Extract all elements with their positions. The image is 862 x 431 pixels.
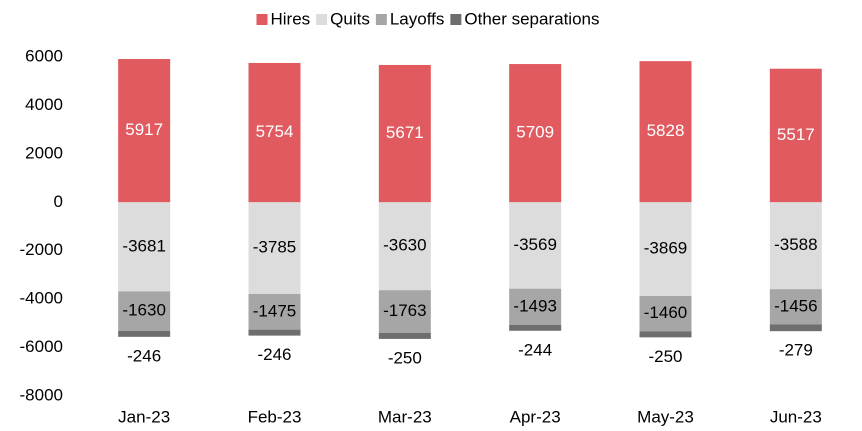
bar-segment (509, 64, 562, 203)
data-label: -1475 (253, 301, 296, 320)
data-label: 5828 (647, 121, 685, 140)
bar-segment (639, 295, 692, 332)
bar-segment (639, 202, 692, 296)
data-label: -3785 (253, 238, 296, 257)
data-label: -250 (388, 348, 422, 367)
x-tick-label: Apr-23 (510, 407, 561, 426)
y-tick-label: -8000 (20, 385, 63, 404)
bar-segment (769, 324, 822, 332)
x-tick-label: May-23 (637, 407, 694, 426)
x-tick-label: Jan-23 (118, 407, 170, 426)
x-tick-label: Mar-23 (378, 407, 432, 426)
y-tick-label: 6000 (25, 46, 63, 65)
bar-segment (769, 289, 822, 325)
data-label: 5517 (777, 125, 815, 144)
y-tick-label: 0 (54, 192, 63, 211)
bar-segment (118, 291, 171, 331)
y-tick-label: -4000 (20, 289, 63, 308)
bar-segment (509, 288, 562, 325)
bar-segment (378, 332, 431, 339)
y-tick-label: 2000 (25, 143, 63, 162)
bar-segment (248, 329, 301, 336)
data-label: -3569 (513, 235, 556, 254)
legend-label: Quits (330, 9, 370, 28)
y-tick-label: -6000 (20, 337, 63, 356)
legend-label: Hires (270, 9, 310, 28)
legend-swatch (375, 14, 387, 25)
bar-segment (378, 202, 431, 291)
data-label: -244 (518, 340, 552, 359)
bar-segment (639, 61, 692, 203)
bar-segment (769, 68, 822, 203)
bar-segment (248, 202, 301, 294)
bar-segment (769, 202, 822, 290)
bar-segment (378, 64, 431, 203)
data-label: 5754 (256, 122, 294, 141)
bar-segment (248, 293, 301, 330)
bar-segment (118, 202, 171, 292)
legend-label: Layoffs (390, 9, 445, 28)
x-tick-label: Feb-23 (248, 407, 302, 426)
legend-swatch (256, 14, 268, 25)
bar-segment (118, 330, 171, 337)
data-label: -1456 (774, 296, 817, 315)
data-label: -246 (257, 345, 291, 364)
bar-segment (509, 324, 562, 331)
bar-segment (639, 331, 692, 338)
legend-swatch (450, 14, 462, 25)
data-label: -250 (648, 347, 682, 366)
bar-segment (248, 62, 301, 203)
bar-segment (118, 59, 171, 203)
data-label: -1460 (644, 303, 687, 322)
data-label: -3588 (774, 235, 817, 254)
y-tick-label: 4000 (25, 95, 63, 114)
data-label: 5671 (386, 123, 424, 142)
data-label: -3869 (644, 239, 687, 258)
bar-segment (509, 202, 562, 289)
data-label: -246 (127, 346, 161, 365)
data-label: -3681 (122, 236, 165, 255)
legend: Hires Quits Layoffs Other separations (256, 9, 600, 28)
data-label: -279 (779, 341, 813, 360)
legend-swatch (316, 14, 328, 25)
data-label: -1763 (383, 301, 426, 320)
data-label: 5709 (516, 123, 554, 142)
data-label: -3630 (383, 236, 426, 255)
data-label: -1630 (122, 301, 165, 320)
x-tick-label: Jun-23 (770, 407, 822, 426)
legend-label: Other separations (464, 9, 599, 28)
data-label: 5917 (125, 120, 163, 139)
data-label: -1493 (513, 296, 556, 315)
bar-segment (378, 290, 431, 333)
y-tick-label: -2000 (20, 240, 63, 259)
